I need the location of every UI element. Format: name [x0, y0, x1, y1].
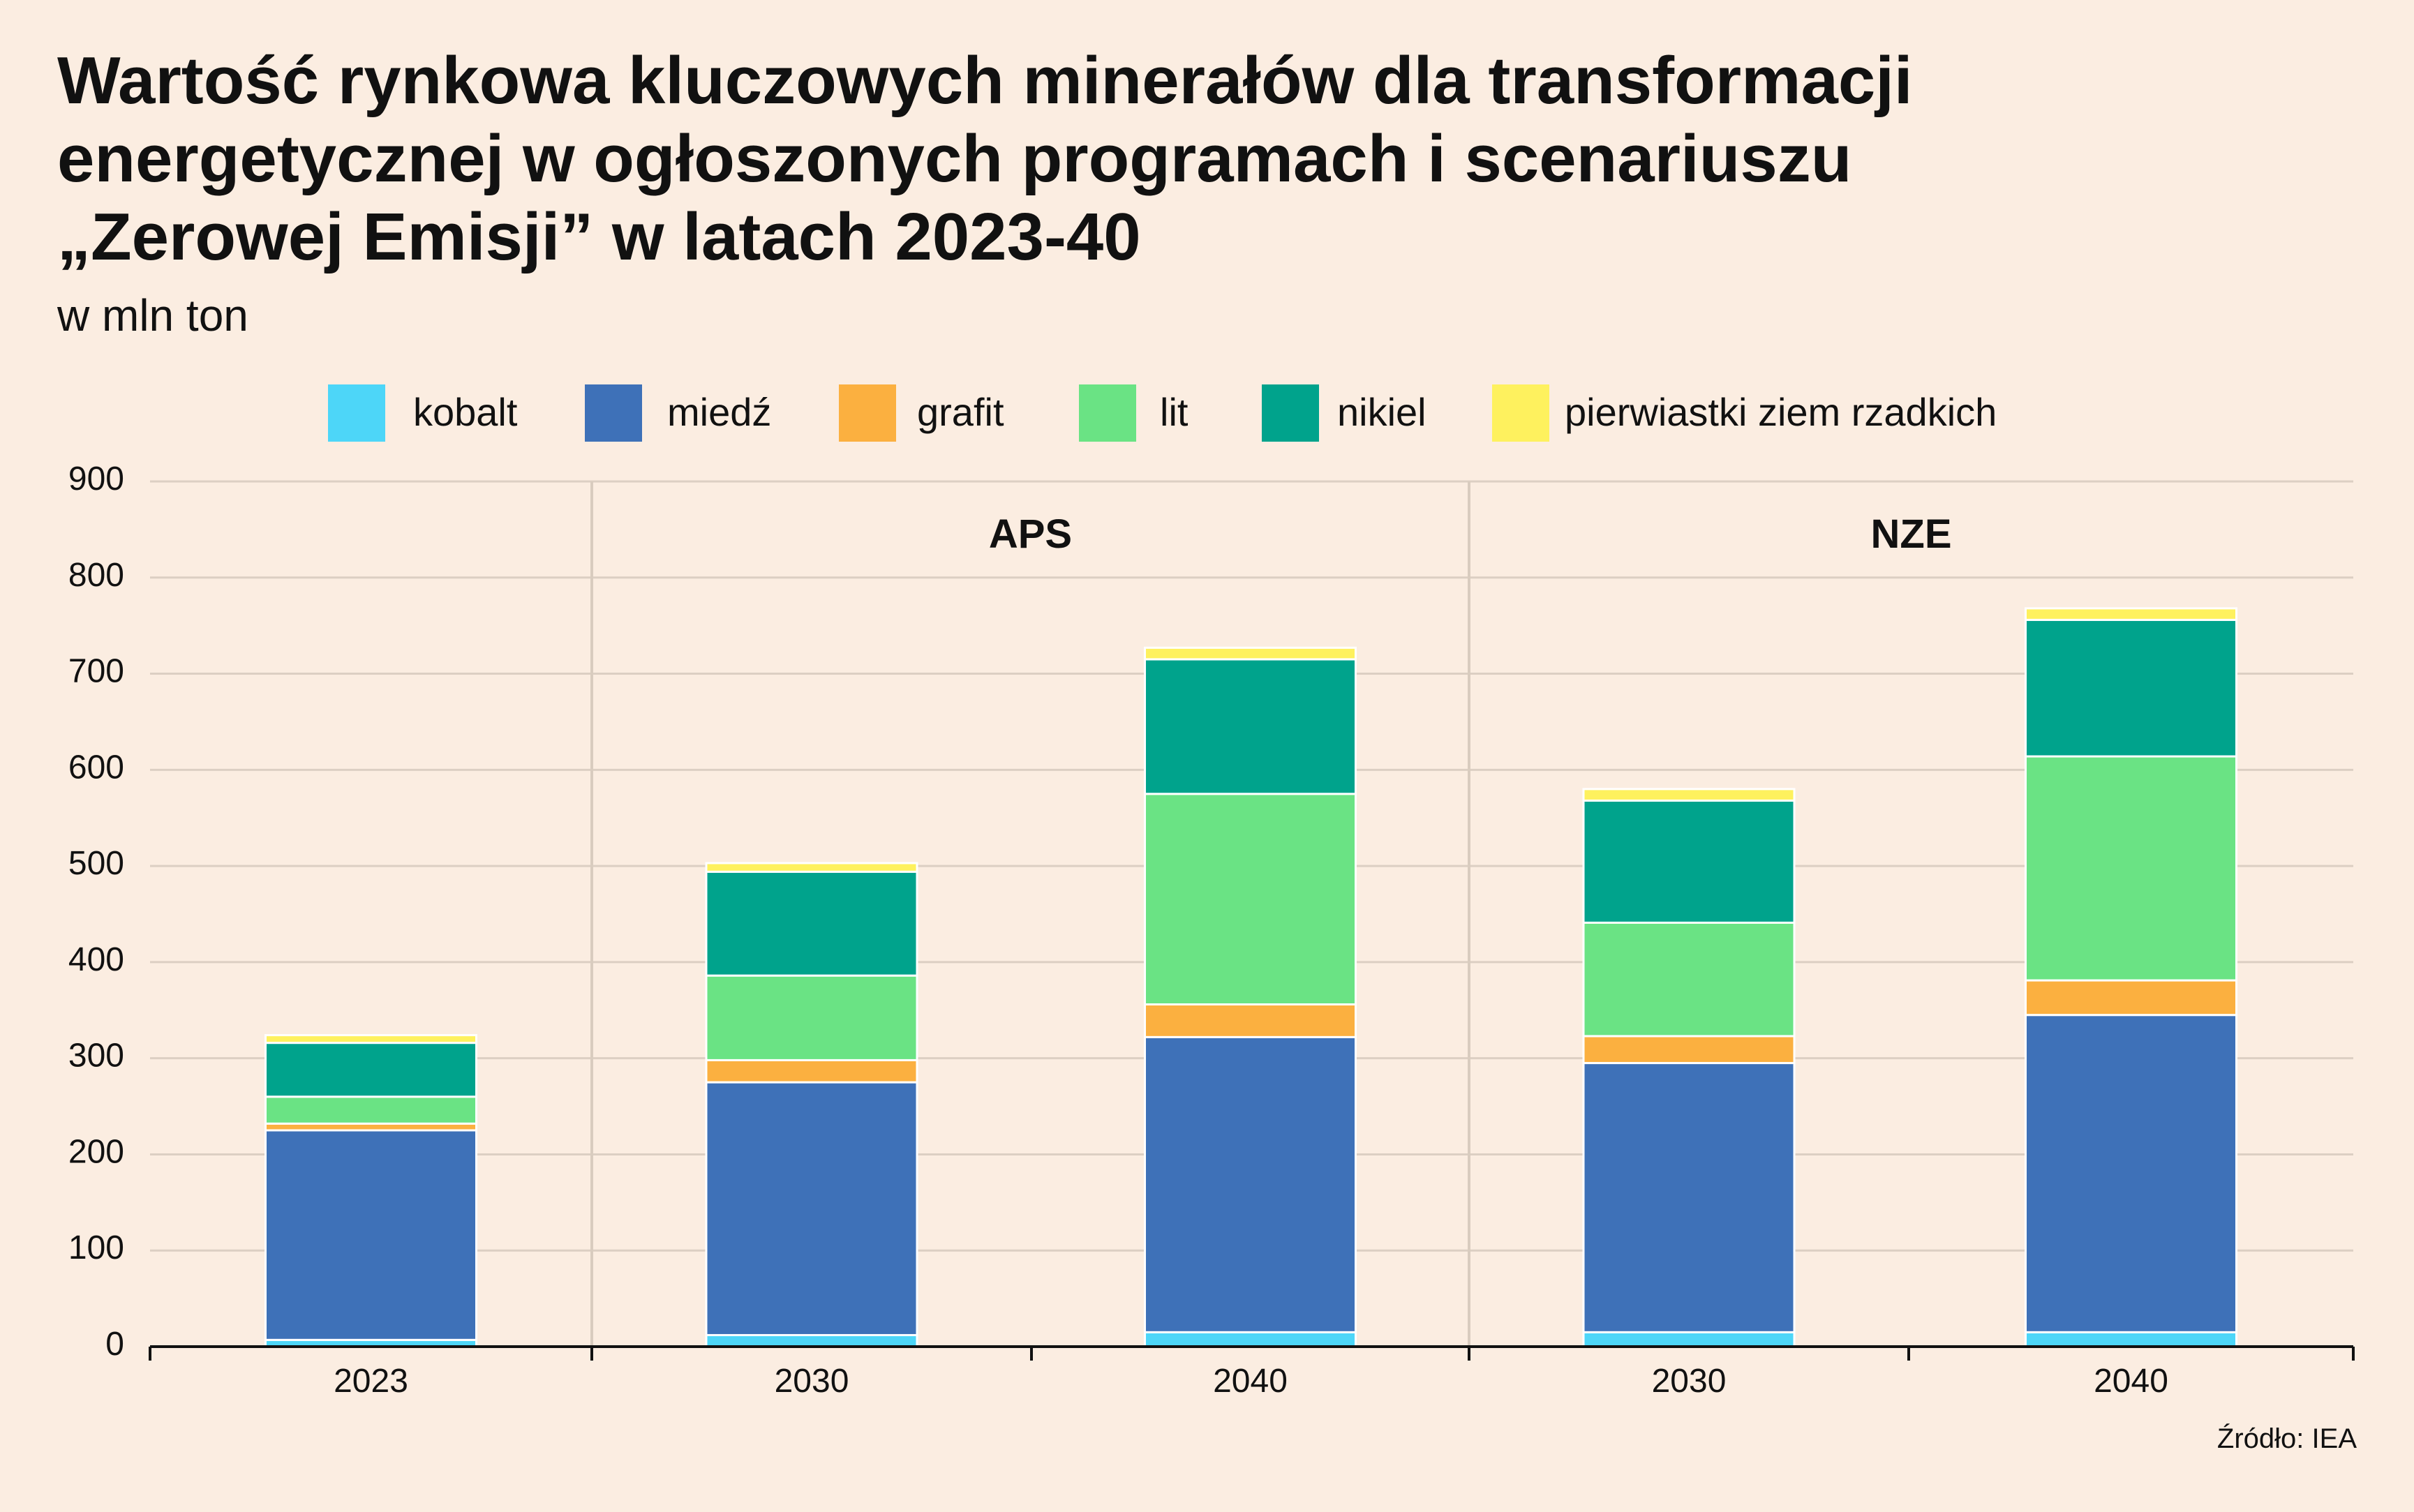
y-tick-label-400: 400: [68, 941, 124, 978]
y-tick-label-900: 900: [68, 461, 124, 497]
bar-segment-1-3: [705, 974, 918, 1061]
bar-segment-3-4: [1582, 799, 1796, 924]
y-tick-label-100: 100: [68, 1229, 124, 1266]
y-tick-label-500: 500: [68, 845, 124, 882]
legend-label-miedz: miedź: [667, 390, 772, 434]
bar-stack-2: [1144, 646, 1357, 1348]
bar-segment-0-1: [265, 1129, 477, 1341]
bar-stack-1: [705, 862, 918, 1348]
bar-segment-4-0: [2025, 1331, 2237, 1348]
bar-segment-1-5: [705, 862, 918, 873]
bar-segment-2-2: [1144, 1003, 1357, 1038]
legend-swatch-grafit: [839, 384, 896, 442]
bar-segment-3-5: [1582, 788, 1796, 802]
legend-label-nikiel: nikiel: [1337, 390, 1426, 434]
bar-segment-2-4: [1144, 658, 1357, 795]
bar-segment-2-5: [1144, 646, 1357, 661]
bar-segment-1-2: [705, 1058, 918, 1084]
legend-label-lit: lit: [1160, 390, 1189, 434]
bar-segment-3-1: [1582, 1062, 1796, 1333]
legend-label-grafit: grafit: [917, 390, 1004, 434]
y-tick-label-700: 700: [68, 653, 124, 690]
title-line-2: energetycznej w ogłoszonych programach i…: [57, 121, 1852, 196]
title-line-1: Wartość rynkowa kluczowych minerałów dla…: [57, 43, 1913, 118]
bar-segment-1-0: [705, 1333, 918, 1348]
bar-segment-4-5: [2025, 607, 2237, 621]
group-label-nze: NZE: [1871, 511, 1952, 557]
legend-label-pierwiastki: pierwiastki ziem rzadkich: [1565, 390, 1997, 434]
bar-segment-4-3: [2025, 755, 2237, 982]
y-tick-label-0: 0: [105, 1326, 124, 1363]
bar-stack-0: [265, 1034, 477, 1348]
chart-subtitle: w mln ton: [57, 290, 248, 340]
bar-stack-3: [1582, 788, 1796, 1348]
chart-title: Wartość rynkowa kluczowych minerałów dla…: [57, 42, 2151, 276]
x-axis: [149, 1345, 2355, 1361]
bar-segment-4-1: [2025, 1014, 2237, 1333]
bar-segment-4-2: [2025, 979, 2237, 1017]
y-tick-label-800: 800: [68, 557, 124, 594]
source-note: Źródło: IEA: [2216, 1423, 2357, 1454]
bars: [265, 607, 2237, 1348]
x-tick-label-0: 2023: [334, 1363, 408, 1400]
bar-segment-0-4: [265, 1042, 477, 1098]
title-line-3: „Zerowej Emisji” w latach 2023-40: [57, 200, 1141, 274]
bar-segment-4-4: [2025, 618, 2237, 758]
legend: kobalt miedź grafit lit nikiel pierwiast…: [0, 382, 2414, 442]
legend-swatch-kobalt: [328, 384, 385, 442]
bar-stack-4: [2025, 607, 2237, 1348]
bar-segment-2-3: [1144, 793, 1357, 1006]
group-dividers: [590, 481, 1470, 1347]
x-tick-label-1: 2030: [775, 1363, 849, 1400]
bar-segment-2-0: [1144, 1331, 1357, 1348]
bar-segment-0-3: [265, 1095, 477, 1125]
y-tick-label-600: 600: [68, 749, 124, 786]
x-tick-label-3: 2030: [1652, 1363, 1727, 1400]
legend-swatch-pierwiastki: [1492, 384, 1549, 442]
bar-segment-3-2: [1582, 1035, 1796, 1065]
axis-labels: 0 100 200 300 400 500 600 700 800 900 APS NZE 2023 20…: [68, 461, 2168, 1400]
legend-swatch-miedz: [585, 384, 642, 442]
bar-segment-1-4: [705, 870, 918, 977]
y-tick-label-300: 300: [68, 1038, 124, 1075]
legend-label-kobalt: kobalt: [413, 390, 518, 434]
bar-segment-2-1: [1144, 1035, 1357, 1333]
bar-segment-1-1: [705, 1081, 918, 1336]
bar-segment-3-3: [1582, 921, 1796, 1038]
bar-segment-0-5: [265, 1034, 477, 1045]
x-tick-label-2: 2040: [1213, 1363, 1288, 1400]
bar-segment-3-0: [1582, 1331, 1796, 1348]
legend-swatch-lit: [1079, 384, 1136, 442]
legend-swatch-nikiel: [1262, 384, 1319, 442]
x-tick-label-4: 2040: [2094, 1363, 2168, 1400]
group-label-aps: APS: [989, 511, 1072, 557]
y-tick-label-200: 200: [68, 1133, 124, 1170]
